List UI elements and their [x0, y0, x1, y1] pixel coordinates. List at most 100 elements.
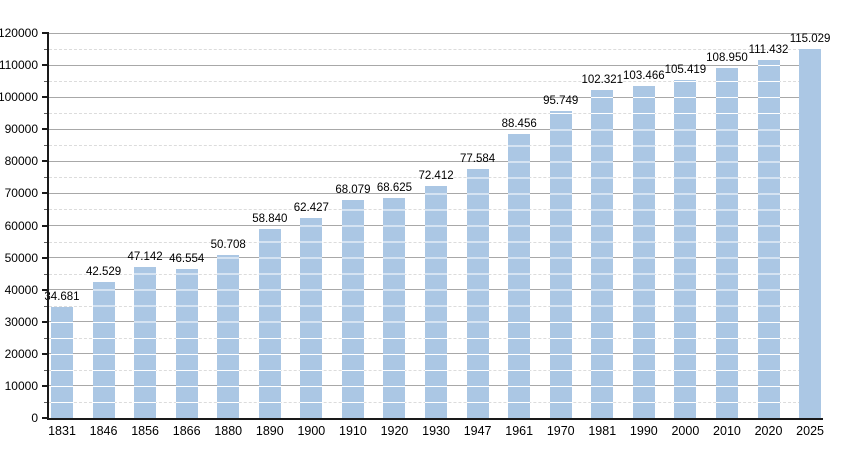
- bar-1890: [258, 229, 281, 418]
- x-axis-tick-label: 1900: [297, 424, 326, 438]
- y-axis-tick-label: 90000: [4, 122, 38, 137]
- bar-1920: [383, 197, 406, 418]
- y-axis-tick-label: 100000: [0, 90, 38, 105]
- bar-1866: [175, 268, 198, 418]
- y-axis-tick-label: 70000: [4, 186, 38, 201]
- bar-value-label: 111.432: [748, 44, 789, 57]
- y-axis-tick: [42, 96, 49, 99]
- bar-1930: [425, 185, 448, 418]
- bar-1961: [508, 134, 531, 418]
- y-axis-minor-tick: [44, 337, 48, 339]
- y-axis-tick-label: 120000: [0, 26, 38, 40]
- bar-value-label: 77.584: [460, 153, 496, 166]
- x-axis-tick-label: 1990: [629, 424, 658, 438]
- y-axis-tick: [42, 320, 49, 323]
- bar-1947: [466, 169, 489, 418]
- bar-value-label: 47.142: [127, 250, 163, 263]
- bar-1831: [51, 306, 73, 418]
- y-axis-tick: [42, 32, 49, 34]
- bar-value-label: 50.708: [210, 239, 246, 252]
- major-gridline: [49, 64, 821, 66]
- y-axis-minor-tick: [44, 369, 48, 371]
- x-axis-tick-label: 1920: [380, 424, 409, 438]
- y-axis-minor-tick: [44, 305, 48, 307]
- x-axis-tick-label: 1856: [131, 424, 160, 438]
- x-axis-tick-label: 1947: [463, 424, 492, 438]
- y-axis-tick-label: 80000: [4, 154, 38, 169]
- x-axis-tick-label: 1970: [546, 424, 575, 438]
- y-axis-tick-label: 50000: [4, 250, 38, 265]
- y-axis-tick: [42, 417, 49, 419]
- bar-1970: [549, 110, 572, 418]
- y-axis-tick: [42, 160, 49, 163]
- y-axis-minor-tick: [44, 273, 48, 275]
- bar-value-label: 115.029: [789, 32, 831, 45]
- major-gridline: [49, 160, 821, 162]
- bar-2000: [674, 79, 697, 418]
- minor-gridline: [49, 113, 821, 115]
- y-axis-tick-label: 30000: [4, 314, 38, 329]
- x-axis-tick-label: 1866: [172, 424, 201, 438]
- y-axis-tick: [42, 128, 49, 131]
- bar-value-label: 108.950: [706, 52, 748, 65]
- x-axis-tick-label: 1910: [339, 424, 367, 438]
- major-gridline: [49, 128, 821, 130]
- bar-value-label: 68.625: [376, 181, 413, 194]
- bar-value-label: 68.079: [335, 183, 371, 196]
- y-axis-tick: [42, 384, 49, 387]
- x-axis-tick-label: 1831: [48, 424, 76, 438]
- y-axis-minor-tick: [44, 177, 48, 179]
- y-axis-tick: [42, 352, 49, 355]
- x-axis-tick-label: 2020: [754, 424, 783, 438]
- x-axis-tick-label: 1846: [89, 424, 118, 438]
- y-axis-minor-tick: [44, 81, 48, 83]
- bar-2025: [799, 48, 822, 418]
- x-axis-tick-label: 1981: [588, 424, 617, 438]
- y-axis-line: [47, 32, 49, 420]
- x-axis-tick-label: 2010: [713, 424, 741, 438]
- y-axis-tick: [42, 64, 49, 67]
- bar-value-label: 34.681: [44, 290, 80, 303]
- x-axis-line: [47, 418, 823, 420]
- x-axis-tick-label: 2000: [671, 424, 700, 438]
- y-axis-tick-label: 60000: [4, 218, 38, 233]
- x-axis-tick-label: 1930: [422, 424, 450, 438]
- x-axis-tick-label: 1890: [255, 424, 284, 438]
- y-axis-tick-label: 110000: [0, 58, 38, 73]
- y-axis-minor-tick: [44, 113, 48, 115]
- bar-value-label: 103.466: [623, 70, 665, 83]
- minor-gridline: [49, 49, 821, 51]
- bar-value-label: 105.419: [664, 63, 707, 76]
- bar-value-label: 46.554: [169, 252, 205, 265]
- y-axis-minor-tick: [44, 209, 48, 211]
- y-axis-minor-tick: [44, 241, 48, 243]
- y-axis-tick-label: 40000: [4, 282, 38, 297]
- bar-1856: [134, 266, 157, 418]
- bar-value-label: 72.412: [418, 169, 454, 182]
- y-axis-minor-tick: [44, 49, 48, 51]
- major-gridline: [49, 96, 821, 98]
- minor-gridline: [49, 145, 821, 147]
- y-axis-minor-tick: [44, 145, 48, 147]
- y-axis-tick-label: 10000: [4, 378, 38, 393]
- bar-value-label: 88.456: [501, 118, 537, 131]
- bar-value-label: 42.529: [85, 265, 122, 278]
- x-axis-tick-label: 1961: [505, 424, 534, 438]
- y-axis-tick-label: 0: [31, 411, 38, 425]
- y-axis-tick: [42, 224, 49, 227]
- bar-1880: [217, 255, 240, 418]
- major-gridline: [49, 32, 821, 34]
- bar-1990: [632, 86, 655, 418]
- y-axis-minor-tick: [44, 401, 48, 403]
- bar-1846: [92, 281, 115, 418]
- y-axis-tick-label: 20000: [4, 346, 38, 361]
- bar-value-label: 58.840: [252, 213, 288, 226]
- x-axis-tick-label: 2025: [796, 424, 824, 438]
- minor-gridline: [49, 81, 821, 83]
- bar-value-label: 102.321: [581, 73, 624, 86]
- bar-1910: [341, 199, 364, 418]
- bar-2020: [757, 60, 780, 418]
- minor-gridline: [49, 177, 821, 179]
- y-axis-tick: [42, 288, 49, 291]
- bar-1900: [300, 217, 323, 418]
